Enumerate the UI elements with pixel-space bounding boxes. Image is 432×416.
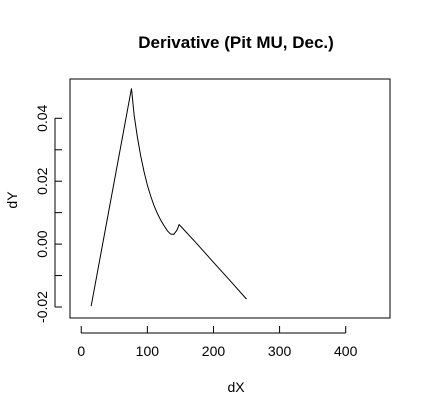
y-tick-label: -0.02: [34, 291, 50, 323]
chart-title: Derivative (Pit MU, Dec.): [138, 33, 334, 52]
x-axis-label: dX: [227, 379, 245, 395]
x-tick-label: 0: [77, 343, 85, 359]
y-tick-label: 0.04: [34, 104, 50, 131]
x-tick-label: 200: [202, 343, 226, 359]
series-line: [90, 88, 247, 307]
plot-frame: [69, 78, 391, 319]
x-tick-label: 400: [334, 343, 358, 359]
plot-area: 0 100 200 300 400 -0.02 0.00 0.02 0.04: [34, 78, 391, 359]
y-axis-label: dY: [4, 191, 20, 209]
x-tick-label: 100: [136, 343, 160, 359]
x-tick-label: 300: [268, 343, 292, 359]
y-tick-label: 0.00: [34, 230, 50, 257]
y-tick-label: 0.02: [34, 167, 50, 194]
